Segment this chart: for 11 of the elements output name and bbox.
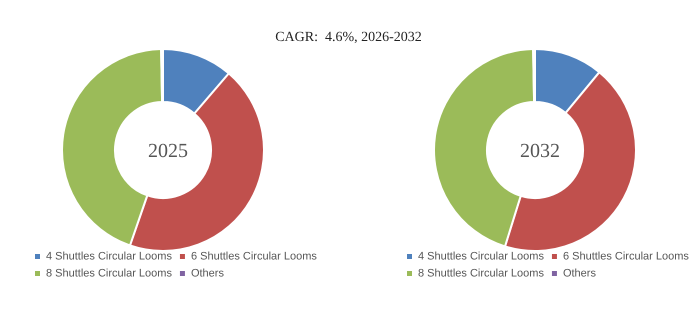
legend-label: Others bbox=[562, 268, 596, 280]
legend-label: 6 Shuttles Circular Looms bbox=[190, 250, 318, 262]
legend-label: 4 Shuttles Circular Looms bbox=[418, 250, 544, 262]
legend-label: 8 Shuttles Circular Looms bbox=[46, 268, 172, 280]
text: 2032 bbox=[520, 140, 560, 162]
legend-label: Others bbox=[190, 268, 224, 280]
text: 2025 bbox=[148, 140, 188, 162]
legend-label: 4 Shuttles Circular Looms bbox=[46, 250, 172, 262]
legend-label: 6 Shuttles Circular Looms bbox=[562, 250, 690, 262]
legend-label: 8 Shuttles Circular Looms bbox=[418, 268, 544, 280]
text: CAGR: 4.6%, 2026-2032 bbox=[274, 30, 423, 46]
